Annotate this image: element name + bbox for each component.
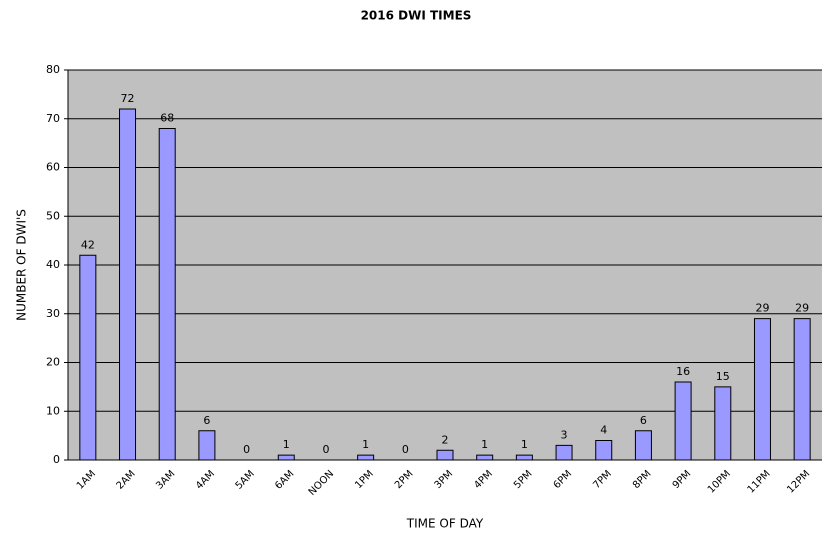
x-tick-label: 3AM	[154, 468, 177, 491]
data-label: 0	[402, 443, 409, 456]
data-label: 6	[203, 414, 210, 427]
data-label: 16	[676, 365, 690, 378]
data-label: 0	[322, 443, 329, 456]
x-tick-label: 5AM	[234, 468, 257, 491]
data-label: 1	[362, 438, 369, 451]
bar	[277, 454, 295, 461]
x-tick-label: 2PM	[393, 468, 416, 491]
data-label: 1	[283, 438, 290, 451]
bar	[357, 454, 375, 461]
bar	[595, 440, 613, 461]
data-label: 1	[481, 438, 488, 451]
y-tick-label: 20	[46, 356, 60, 369]
data-label: 3	[561, 428, 568, 441]
bar	[119, 108, 137, 461]
x-tick-label: 9PM	[671, 468, 694, 491]
x-tick-label: 4AM	[194, 468, 217, 491]
x-tick-label: 6PM	[552, 468, 575, 491]
x-tick-label: 7PM	[591, 468, 614, 491]
x-tick-label: 10PM	[706, 468, 733, 495]
x-tick-label: 5PM	[512, 468, 535, 491]
bar	[555, 444, 573, 461]
bar	[158, 128, 176, 461]
bar	[436, 449, 454, 461]
x-tick-label: 2AM	[115, 468, 138, 491]
x-tick-label: 12PM	[785, 468, 812, 495]
data-label: 29	[755, 302, 769, 315]
y-tick-label: 80	[46, 63, 60, 76]
bar	[674, 381, 692, 461]
data-label: 4	[600, 424, 607, 437]
data-label: 68	[160, 112, 174, 125]
bar	[79, 254, 97, 461]
data-label: 42	[81, 238, 95, 251]
x-tick-label: 4PM	[472, 468, 495, 491]
data-label: 6	[640, 414, 647, 427]
x-tick-label: 1AM	[75, 468, 98, 491]
y-tick-label: 30	[46, 307, 60, 320]
data-label: 1	[521, 438, 528, 451]
data-label: 72	[121, 92, 135, 105]
x-tick-label: 1PM	[353, 468, 376, 491]
y-tick-label: 60	[46, 161, 60, 174]
bar	[634, 430, 652, 461]
y-tick-label: 70	[46, 112, 60, 125]
data-label: 15	[716, 370, 730, 383]
x-tick-label: 11PM	[746, 468, 773, 495]
y-tick-label: 0	[53, 453, 60, 466]
chart-title: 2016 DWI TIMES	[361, 9, 472, 23]
data-label: 2	[442, 433, 449, 446]
data-label: 0	[243, 443, 250, 456]
bar	[476, 454, 494, 461]
bar	[515, 454, 533, 461]
x-tick-label: 8PM	[631, 468, 654, 491]
bar	[753, 318, 771, 461]
y-axis-label: NUMBER OF DWI'S	[15, 209, 29, 321]
y-tick-label: 50	[46, 209, 60, 222]
data-label: 29	[795, 302, 809, 315]
x-tick-label: NOON	[307, 468, 336, 497]
x-tick-label: 3PM	[433, 468, 456, 491]
y-tick-label: 40	[46, 258, 60, 271]
y-tick-label: 10	[46, 404, 60, 417]
x-tick-label: 6AM	[273, 468, 296, 491]
bar	[714, 386, 732, 461]
x-axis-label: TIME OF DAY	[406, 517, 484, 531]
bar	[793, 318, 811, 461]
bar	[198, 430, 216, 461]
